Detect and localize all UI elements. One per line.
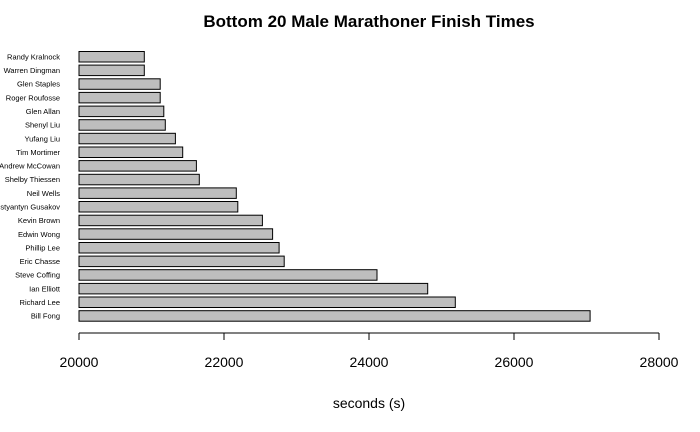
bar-bill-fong — [78, 310, 591, 322]
bar-randy-kralnock — [78, 51, 145, 63]
x-axis: 20000 22000 24000 26000 28000 — [60, 332, 679, 370]
y-tick-label: Edwin Wong — [18, 230, 60, 239]
bar-konstyantyn-gusakov — [78, 201, 239, 213]
x-tick-label: 28000 — [640, 354, 679, 370]
y-tick-label: Bill Fong — [31, 312, 60, 321]
y-tick-labels: Randy Kralnock Warren Dingman Glen Staples… — [0, 53, 61, 321]
chart-title: Bottom 20 Male Marathoner Finish Times — [203, 12, 534, 31]
bar-neil-wells — [78, 187, 237, 199]
bar-edwin-wong — [78, 228, 274, 240]
y-tick-label: Glen Allan — [26, 107, 60, 116]
bar-yufang-liu — [78, 132, 176, 145]
bar-glen-staples — [78, 78, 161, 90]
y-tick-label: Neil Wells — [27, 189, 60, 198]
bar-eric-chasse — [78, 255, 285, 268]
bar-richard-lee — [78, 296, 456, 308]
y-tick-label: Ian Elliott — [29, 284, 61, 293]
y-tick-label: Andrew McCowan — [0, 162, 60, 171]
bar-steve-coffing — [78, 269, 378, 281]
x-tick-label: 24000 — [350, 354, 389, 370]
y-tick-label: Yufang Liu — [25, 134, 60, 143]
y-tick-label: Kevin Brown — [18, 216, 60, 225]
bar-phillip-lee — [78, 242, 280, 254]
y-tick-label: Steve Coffing — [15, 271, 60, 280]
bar-shelby-thiessen — [78, 173, 200, 186]
y-tick-label: Tim Mortimer — [16, 148, 60, 157]
y-tick-label: Phillip Lee — [25, 243, 60, 252]
bar-kevin-brown — [78, 214, 263, 227]
bar-tim-mortimer — [78, 146, 184, 158]
bar-andrew-mccowan — [78, 160, 197, 172]
x-tick-label: 20000 — [60, 354, 99, 370]
bar-ian-elliott — [78, 282, 429, 295]
y-tick-label: Roger Roufosse — [6, 93, 60, 102]
y-tick-label: Warren Dingman — [4, 66, 60, 75]
y-tick-label: Shenyl Liu — [25, 121, 60, 130]
y-tick-label: Glen Staples — [17, 80, 60, 89]
y-tick-label: Richard Lee — [20, 298, 60, 307]
y-tick-label: Eric Chasse — [20, 257, 60, 266]
y-tick-label: Randy Kralnock — [7, 53, 60, 62]
bars-group — [78, 51, 591, 322]
bar-roger-roufosse — [78, 91, 161, 104]
x-axis-label: seconds (s) — [333, 395, 405, 411]
y-tick-label: Shelby Thiessen — [5, 175, 60, 184]
bar-shenyl-liu — [78, 119, 166, 131]
y-tick-label: Konstyantyn Gusakov — [0, 203, 60, 212]
x-tick-label: 22000 — [205, 354, 244, 370]
bar-warren-dingman — [78, 64, 145, 77]
x-tick-label: 26000 — [495, 354, 534, 370]
bar-glen-allan — [78, 105, 165, 118]
